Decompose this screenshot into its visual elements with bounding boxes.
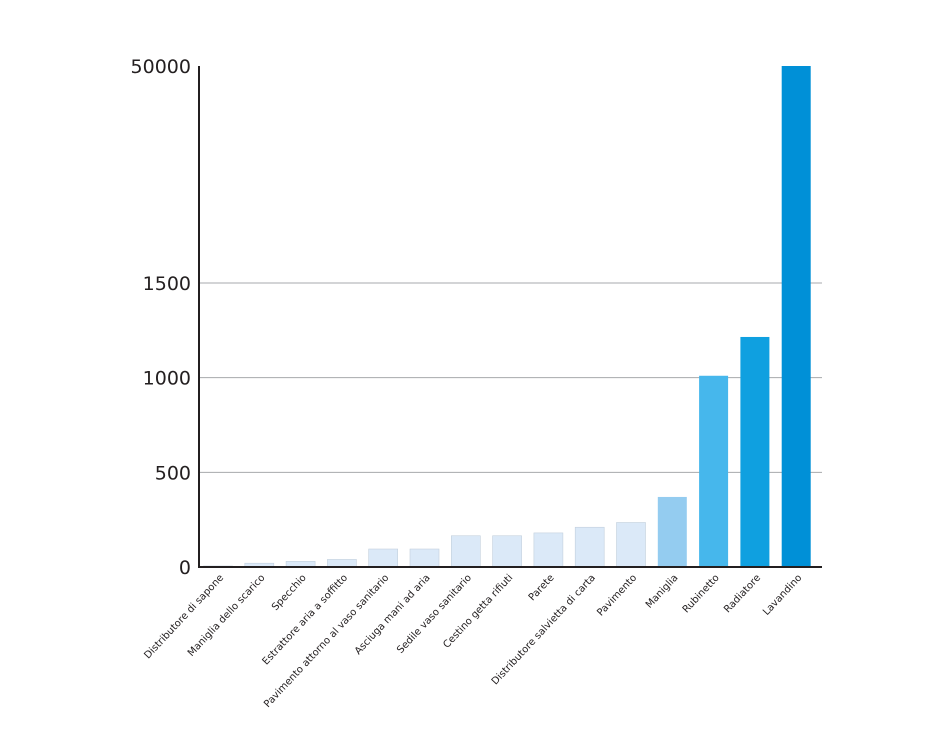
- y-tick-label: 50000: [131, 56, 191, 78]
- gridlines: [199, 282, 822, 473]
- x-tick-label: Maniglia: [644, 573, 681, 611]
- bar-12: [657, 496, 687, 567]
- bar-8: [492, 535, 522, 568]
- x-tick-label: Estrattore aria a soffitto: [261, 573, 351, 668]
- x-tick-label: Cestino getta rifiuti: [441, 573, 515, 651]
- x-tick-label: Rubinetto: [681, 573, 722, 616]
- bar-5: [368, 548, 399, 568]
- y-tick-label: 500: [155, 462, 191, 484]
- x-tick-label: Parete: [527, 573, 557, 604]
- bar-14: [740, 336, 770, 567]
- bars: [203, 66, 811, 568]
- x-tick-label: Maniglia dello scarico: [186, 573, 268, 659]
- x-tick-label: Lavandino: [761, 573, 804, 618]
- x-tick-label: Asciuga mani ad aria: [353, 573, 433, 658]
- x-tick-label: Distributore di sapone: [142, 573, 226, 662]
- y-tick-label: 1500: [143, 273, 191, 295]
- x-tick-label: Radiatore: [722, 573, 763, 616]
- bar-7: [450, 535, 481, 568]
- y-tick-label: 0: [179, 557, 191, 579]
- y-axis-ticks: 0 500 1000 1500 50000: [131, 56, 191, 579]
- bar-6: [409, 548, 440, 568]
- x-tick-label: Sedile vaso sanitario: [395, 573, 474, 656]
- x-tick-label: Specchio: [270, 573, 309, 613]
- bar-4: [327, 559, 357, 568]
- bar-10: [574, 526, 605, 568]
- bar-9: [533, 532, 564, 568]
- bar-13: [699, 375, 729, 567]
- x-tick-label: Pavimento: [595, 573, 639, 619]
- bar-11: [616, 522, 646, 568]
- bar-15: [781, 66, 811, 567]
- y-tick-label: 1000: [143, 368, 191, 390]
